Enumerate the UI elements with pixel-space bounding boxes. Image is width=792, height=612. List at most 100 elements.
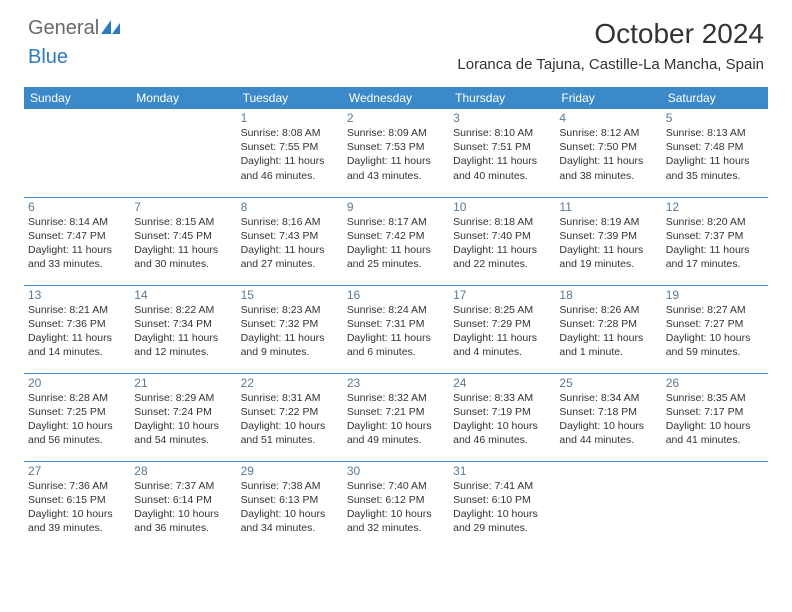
daylight-text: and 39 minutes.	[28, 521, 126, 535]
day-number: 10	[453, 200, 551, 214]
calendar-cell: 10Sunrise: 8:18 AMSunset: 7:40 PMDayligh…	[449, 197, 555, 285]
daylight-text: and 29 minutes.	[453, 521, 551, 535]
day-number: 1	[241, 111, 339, 125]
calendar-cell: 5Sunrise: 8:13 AMSunset: 7:48 PMDaylight…	[662, 109, 768, 197]
sunset-text: Sunset: 7:29 PM	[453, 317, 551, 331]
daylight-text: Daylight: 10 hours	[134, 419, 232, 433]
daylight-text: Daylight: 11 hours	[453, 154, 551, 168]
sunrise-text: Sunrise: 8:12 AM	[559, 126, 657, 140]
sunrise-text: Sunrise: 8:27 AM	[666, 303, 764, 317]
sunset-text: Sunset: 7:53 PM	[347, 140, 445, 154]
sunrise-text: Sunrise: 8:32 AM	[347, 391, 445, 405]
weekday-header: Tuesday	[237, 87, 343, 109]
sunrise-text: Sunrise: 8:33 AM	[453, 391, 551, 405]
sunset-text: Sunset: 7:34 PM	[134, 317, 232, 331]
daylight-text: Daylight: 10 hours	[241, 419, 339, 433]
calendar-cell: 27Sunrise: 7:36 AMSunset: 6:15 PMDayligh…	[24, 461, 130, 549]
daylight-text: Daylight: 11 hours	[666, 154, 764, 168]
sunrise-text: Sunrise: 8:35 AM	[666, 391, 764, 405]
calendar-cell: 25Sunrise: 8:34 AMSunset: 7:18 PMDayligh…	[555, 373, 661, 461]
calendar-cell: 26Sunrise: 8:35 AMSunset: 7:17 PMDayligh…	[662, 373, 768, 461]
day-number: 8	[241, 200, 339, 214]
header: General Blue October 2024 Loranca de Taj…	[0, 0, 792, 77]
sunset-text: Sunset: 6:14 PM	[134, 493, 232, 507]
sunrise-text: Sunrise: 8:10 AM	[453, 126, 551, 140]
day-number: 27	[28, 464, 126, 478]
day-number: 21	[134, 376, 232, 390]
sunset-text: Sunset: 7:19 PM	[453, 405, 551, 419]
calendar-row: 6Sunrise: 8:14 AMSunset: 7:47 PMDaylight…	[24, 197, 768, 285]
sunrise-text: Sunrise: 8:28 AM	[28, 391, 126, 405]
sunset-text: Sunset: 7:37 PM	[666, 229, 764, 243]
day-number: 31	[453, 464, 551, 478]
calendar-cell: 21Sunrise: 8:29 AMSunset: 7:24 PMDayligh…	[130, 373, 236, 461]
sunset-text: Sunset: 7:24 PM	[134, 405, 232, 419]
daylight-text: and 35 minutes.	[666, 169, 764, 183]
day-number: 19	[666, 288, 764, 302]
weekday-header-row: SundayMondayTuesdayWednesdayThursdayFrid…	[24, 87, 768, 109]
daylight-text: Daylight: 10 hours	[347, 507, 445, 521]
daylight-text: and 4 minutes.	[453, 345, 551, 359]
sunrise-text: Sunrise: 7:37 AM	[134, 479, 232, 493]
sunrise-text: Sunrise: 8:26 AM	[559, 303, 657, 317]
daylight-text: and 46 minutes.	[241, 169, 339, 183]
sunrise-text: Sunrise: 8:16 AM	[241, 215, 339, 229]
day-number: 26	[666, 376, 764, 390]
sunrise-text: Sunrise: 8:29 AM	[134, 391, 232, 405]
calendar-row: 20Sunrise: 8:28 AMSunset: 7:25 PMDayligh…	[24, 373, 768, 461]
day-number: 5	[666, 111, 764, 125]
calendar-cell: 30Sunrise: 7:40 AMSunset: 6:12 PMDayligh…	[343, 461, 449, 549]
calendar-cell: 3Sunrise: 8:10 AMSunset: 7:51 PMDaylight…	[449, 109, 555, 197]
daylight-text: and 6 minutes.	[347, 345, 445, 359]
weekday-header: Monday	[130, 87, 236, 109]
daylight-text: and 46 minutes.	[453, 433, 551, 447]
sunrise-text: Sunrise: 8:20 AM	[666, 215, 764, 229]
sunrise-text: Sunrise: 7:38 AM	[241, 479, 339, 493]
daylight-text: Daylight: 11 hours	[559, 154, 657, 168]
daylight-text: and 41 minutes.	[666, 433, 764, 447]
daylight-text: and 54 minutes.	[134, 433, 232, 447]
day-number: 3	[453, 111, 551, 125]
daylight-text: Daylight: 10 hours	[559, 419, 657, 433]
calendar-cell: 22Sunrise: 8:31 AMSunset: 7:22 PMDayligh…	[237, 373, 343, 461]
calendar-cell: 24Sunrise: 8:33 AMSunset: 7:19 PMDayligh…	[449, 373, 555, 461]
daylight-text: Daylight: 10 hours	[241, 507, 339, 521]
day-number: 18	[559, 288, 657, 302]
daylight-text: Daylight: 10 hours	[666, 419, 764, 433]
calendar-body: 1Sunrise: 8:08 AMSunset: 7:55 PMDaylight…	[24, 109, 768, 549]
location-text: Loranca de Tajuna, Castille-La Mancha, S…	[457, 56, 764, 73]
sunrise-text: Sunrise: 8:18 AM	[453, 215, 551, 229]
sunrise-text: Sunrise: 8:24 AM	[347, 303, 445, 317]
logo-text-general: General	[28, 17, 99, 39]
day-number: 22	[241, 376, 339, 390]
daylight-text: Daylight: 11 hours	[347, 154, 445, 168]
day-number: 12	[666, 200, 764, 214]
sunset-text: Sunset: 7:39 PM	[559, 229, 657, 243]
calendar-row: 13Sunrise: 8:21 AMSunset: 7:36 PMDayligh…	[24, 285, 768, 373]
sunset-text: Sunset: 7:55 PM	[241, 140, 339, 154]
daylight-text: Daylight: 11 hours	[559, 243, 657, 257]
calendar-cell-empty	[130, 109, 236, 197]
sunset-text: Sunset: 7:31 PM	[347, 317, 445, 331]
day-number: 30	[347, 464, 445, 478]
daylight-text: and 34 minutes.	[241, 521, 339, 535]
daylight-text: and 19 minutes.	[559, 257, 657, 271]
logo-sail-icon	[101, 20, 121, 39]
calendar-cell: 6Sunrise: 8:14 AMSunset: 7:47 PMDaylight…	[24, 197, 130, 285]
day-number: 4	[559, 111, 657, 125]
daylight-text: and 40 minutes.	[453, 169, 551, 183]
calendar-cell: 13Sunrise: 8:21 AMSunset: 7:36 PMDayligh…	[24, 285, 130, 373]
daylight-text: and 51 minutes.	[241, 433, 339, 447]
day-number: 6	[28, 200, 126, 214]
daylight-text: Daylight: 11 hours	[453, 243, 551, 257]
daylight-text: Daylight: 11 hours	[28, 243, 126, 257]
day-number: 11	[559, 200, 657, 214]
sunset-text: Sunset: 7:48 PM	[666, 140, 764, 154]
sunrise-text: Sunrise: 8:34 AM	[559, 391, 657, 405]
logo: General Blue	[28, 18, 121, 68]
weekday-header: Wednesday	[343, 87, 449, 109]
logo-text-blue: Blue	[28, 47, 68, 67]
sunrise-text: Sunrise: 7:40 AM	[347, 479, 445, 493]
daylight-text: and 32 minutes.	[347, 521, 445, 535]
weekday-header: Thursday	[449, 87, 555, 109]
